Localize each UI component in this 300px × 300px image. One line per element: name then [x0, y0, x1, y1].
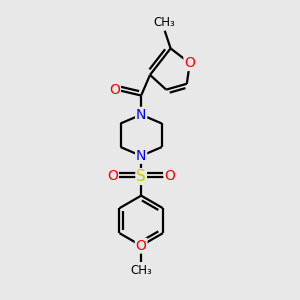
Text: CH₃: CH₃ — [154, 16, 176, 29]
Text: O: O — [136, 239, 147, 253]
Text: O: O — [164, 169, 175, 184]
Text: CH₃: CH₃ — [130, 264, 152, 277]
Text: N: N — [136, 149, 146, 163]
Text: O: O — [184, 56, 195, 70]
Text: N: N — [136, 108, 146, 122]
Text: O: O — [107, 169, 118, 184]
Text: O: O — [109, 82, 120, 97]
Text: S: S — [136, 169, 146, 184]
